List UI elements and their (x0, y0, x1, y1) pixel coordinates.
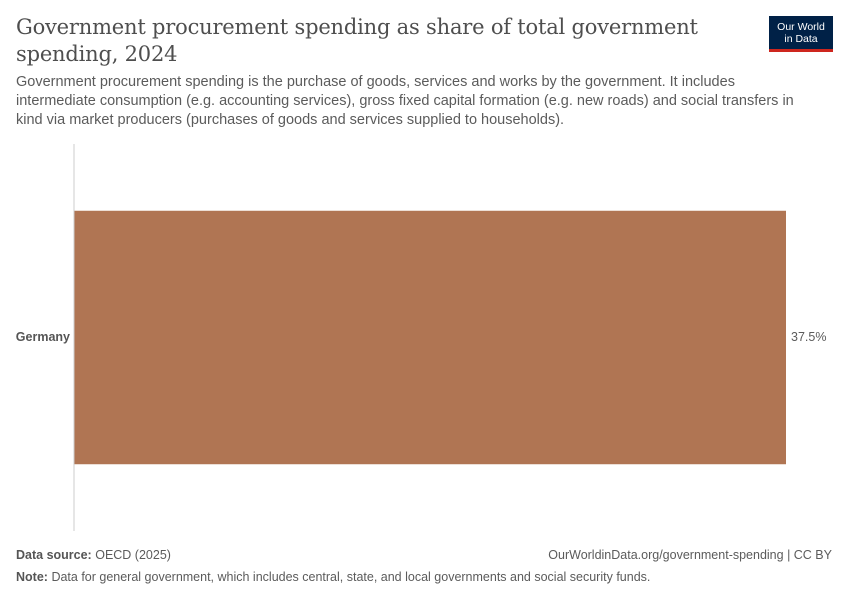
chart-note: Note: Data for general government, which… (16, 570, 650, 584)
data-source-link[interactable]: OECD (2025) (95, 548, 171, 562)
source-url[interactable]: OurWorldinData.org/government-spending |… (548, 548, 832, 562)
owid-logo[interactable]: Our World in Data (769, 16, 833, 52)
logo-line-1: Our World (777, 21, 825, 33)
logo-line-2: in Data (784, 33, 818, 45)
category-label[interactable]: Germany (16, 330, 70, 344)
bar-germany[interactable] (74, 210, 787, 465)
data-source-label: Data source: (16, 548, 92, 562)
value-label: 37.5% (791, 330, 826, 344)
note-text: Data for general government, which inclu… (51, 570, 651, 584)
data-source: Data source: OECD (2025) (16, 548, 171, 562)
chart-subtitle: Government procurement spending is the p… (16, 74, 794, 128)
chart-title: Government procurement spending as share… (16, 15, 698, 66)
note-label: Note: (16, 570, 48, 584)
